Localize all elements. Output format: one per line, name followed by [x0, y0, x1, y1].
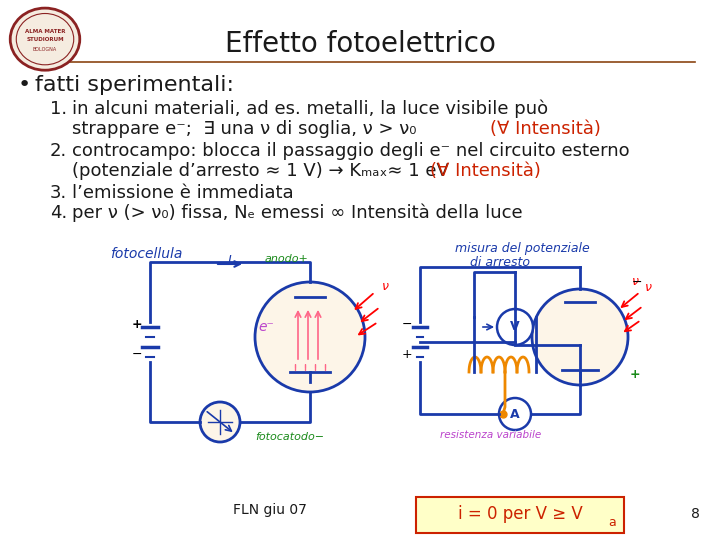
Text: 3.: 3. — [50, 184, 67, 202]
Text: 8: 8 — [690, 507, 699, 521]
Circle shape — [499, 398, 531, 430]
Text: a: a — [608, 516, 616, 529]
Text: −: − — [632, 275, 642, 288]
Text: Effetto fotoelettrico: Effetto fotoelettrico — [225, 30, 495, 58]
Text: controcampo: blocca il passaggio degli e⁻ nel circuito esterno: controcampo: blocca il passaggio degli e… — [72, 142, 629, 160]
Text: ν: ν — [645, 281, 652, 294]
Text: 2.: 2. — [50, 142, 67, 160]
Text: I: I — [228, 254, 232, 267]
Text: STUDIORUM: STUDIORUM — [26, 37, 64, 42]
Text: (∀ Intensità): (∀ Intensità) — [490, 120, 601, 138]
Circle shape — [255, 282, 365, 392]
Text: per ν (> ν₀) fissa, Nₑ emessi ∞ Intensità della luce: per ν (> ν₀) fissa, Nₑ emessi ∞ Intensit… — [72, 204, 523, 222]
Text: •: • — [18, 75, 31, 95]
FancyBboxPatch shape — [416, 497, 624, 532]
Circle shape — [497, 309, 533, 345]
Text: BOLOGNA: BOLOGNA — [33, 47, 57, 52]
Text: (∀ Intensità): (∀ Intensità) — [430, 162, 541, 180]
Text: +: + — [132, 318, 143, 330]
Text: misura del potenziale: misura del potenziale — [455, 242, 590, 255]
Text: 4.: 4. — [50, 204, 67, 222]
Text: (potenziale d’arresto ≈ 1 V) → Kₘₐₓ≈ 1 eV: (potenziale d’arresto ≈ 1 V) → Kₘₐₓ≈ 1 e… — [72, 162, 449, 180]
Text: +: + — [630, 368, 641, 381]
Text: −: − — [132, 348, 143, 361]
Text: fatti sperimentali:: fatti sperimentali: — [35, 75, 234, 95]
Text: 1.: 1. — [50, 100, 67, 118]
Circle shape — [10, 8, 80, 70]
Text: i = 0 per V ≥ V: i = 0 per V ≥ V — [458, 505, 582, 523]
Text: fotocatodo−: fotocatodo− — [255, 432, 324, 442]
Text: ν: ν — [632, 275, 639, 288]
Text: in alcuni materiali, ad es. metalli, la luce visibile può: in alcuni materiali, ad es. metalli, la … — [72, 100, 548, 118]
Text: e⁻: e⁻ — [258, 320, 274, 334]
Text: ALMA MATER: ALMA MATER — [24, 29, 66, 33]
Text: ν: ν — [382, 280, 389, 294]
Text: +: + — [402, 348, 413, 361]
Text: fotocellula: fotocellula — [110, 247, 182, 261]
Text: strappare e⁻;  ∃ una ν di soglia, ν > ν₀: strappare e⁻; ∃ una ν di soglia, ν > ν₀ — [72, 120, 416, 138]
Circle shape — [200, 402, 240, 442]
Text: resistenza variabile: resistenza variabile — [440, 430, 541, 440]
Text: di arresto: di arresto — [470, 256, 530, 269]
Text: −: − — [402, 318, 413, 330]
Text: A: A — [510, 408, 520, 421]
Text: l’emissione è immediata: l’emissione è immediata — [72, 184, 294, 202]
Circle shape — [532, 289, 628, 385]
Text: FLN giu 07: FLN giu 07 — [233, 503, 307, 517]
Text: V: V — [510, 321, 520, 334]
Text: anodo+: anodo+ — [265, 254, 309, 264]
